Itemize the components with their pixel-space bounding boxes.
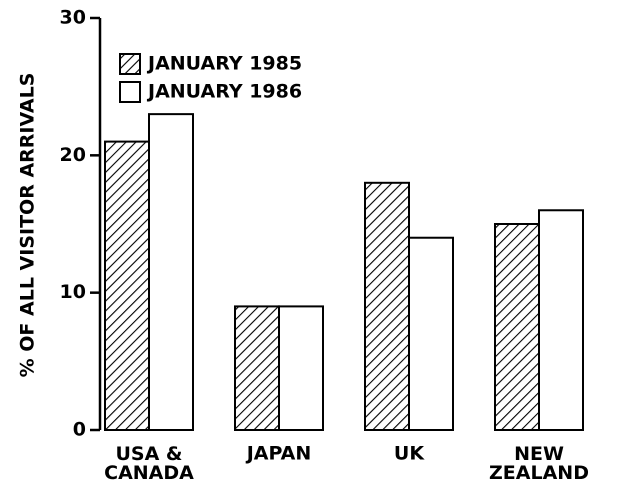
- y-tick-label: 0: [73, 419, 86, 441]
- x-tick-label: USA & CANADA: [104, 443, 194, 484]
- y-axis-label: % OF ALL VISITOR ARRIVALS: [17, 73, 39, 378]
- legend-label: JANUARY 1985: [146, 53, 302, 75]
- bar: [234, 305, 280, 431]
- bar: [148, 113, 194, 431]
- y-tick-label: 20: [60, 144, 86, 166]
- legend-swatch: [119, 53, 141, 75]
- legend-label: JANUARY 1986: [146, 81, 302, 103]
- bar: [104, 140, 150, 431]
- legend-swatch: [119, 81, 141, 103]
- x-tick-label: UK: [394, 443, 425, 465]
- bar: [278, 305, 324, 431]
- bar: [494, 223, 540, 431]
- bar: [364, 181, 410, 431]
- x-tick-label: NEW ZEALAND: [489, 443, 589, 484]
- x-tick-label: JAPAN: [245, 443, 312, 465]
- bar: [408, 236, 454, 431]
- bar: [538, 209, 584, 431]
- y-tick-label: 30: [60, 7, 86, 29]
- y-tick-label: 10: [60, 281, 86, 303]
